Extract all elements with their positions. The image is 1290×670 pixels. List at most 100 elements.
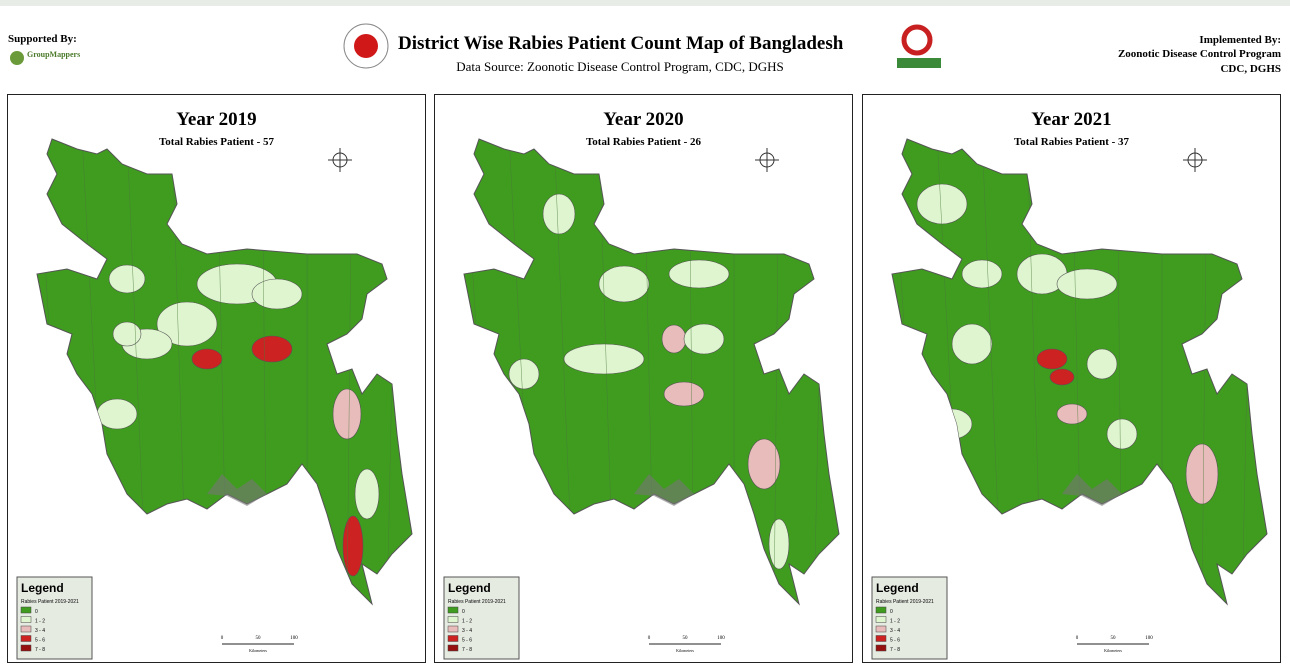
legend-subtitle: Rabies Patient 2019-2021 — [21, 599, 79, 605]
govt-logo-center — [354, 34, 378, 58]
legend-swatch — [20, 606, 32, 614]
top-strip — [0, 0, 1290, 6]
legend-title: Legend — [876, 581, 919, 595]
legend-label: 1 - 2 — [890, 619, 900, 625]
legend-swatch — [20, 635, 32, 642]
legend-swatch — [447, 644, 459, 652]
country-shape — [463, 138, 840, 606]
scale-unit: Kilometers — [249, 648, 267, 653]
panel-title: Year 2019 — [176, 109, 256, 130]
scale-tick: 50 — [1111, 636, 1117, 641]
legend: Legend Rabies Patient 2019-2021 0 1 - 2 3 - … — [871, 576, 948, 660]
district — [916, 183, 968, 225]
district — [663, 381, 705, 407]
legend-subtitle: Rabies Patient 2019-2021 — [876, 599, 934, 605]
district — [598, 265, 650, 303]
page-source: Data Source: Zoonotic Disease Control Pr… — [456, 59, 783, 74]
scale-tick: 50 — [683, 636, 689, 641]
legend-swatch — [447, 625, 459, 633]
district — [354, 468, 380, 520]
legend-swatch — [875, 644, 887, 652]
legend-swatch — [20, 616, 32, 623]
legend-label: 7 - 8 — [890, 647, 900, 653]
page-title: District Wise Rabies Patient Count Map o… — [398, 33, 844, 54]
district — [542, 193, 576, 235]
district — [156, 301, 218, 347]
district — [747, 438, 781, 490]
legend-swatch — [447, 635, 459, 642]
coast-delta — [1062, 474, 1122, 506]
legend-label: 1 - 2 — [35, 619, 45, 625]
legend-swatch — [875, 625, 887, 633]
scale-unit: Kilometers — [676, 648, 694, 653]
cdc-logo-bar — [897, 58, 941, 68]
district — [1056, 403, 1088, 425]
scale-tick: 100 — [717, 636, 725, 641]
district — [508, 358, 540, 390]
supported-by: Supported By: — [8, 33, 77, 45]
implemented-by: Implemented By: — [1199, 34, 1281, 46]
district — [1106, 418, 1138, 450]
legend-label: 5 - 6 — [462, 638, 472, 644]
district — [668, 259, 730, 289]
district — [961, 259, 1003, 289]
district — [1185, 443, 1219, 505]
legend-label: 7 - 8 — [35, 647, 45, 653]
district — [112, 321, 142, 347]
scale-bar: 0 50 100 Kilometers — [1076, 636, 1154, 653]
district — [768, 518, 790, 570]
legend-title: Legend — [21, 581, 64, 595]
legend-label: 3 - 4 — [35, 628, 45, 634]
scale-tick: 100 — [1145, 636, 1153, 641]
scale-tick: 0 — [221, 636, 224, 641]
scale-tick: 0 — [648, 636, 651, 641]
legend-swatch — [875, 635, 887, 642]
scale-unit: Kilometers — [1104, 648, 1122, 653]
district — [1049, 368, 1075, 386]
district — [661, 324, 687, 354]
country-shape — [891, 138, 1268, 606]
district — [683, 323, 725, 355]
legend-label: 5 - 6 — [35, 638, 45, 644]
panel-subtitle: Total Rabies Patient - 37 — [1014, 136, 1130, 148]
districts — [464, 139, 825, 604]
legend-label: 7 - 8 — [462, 647, 472, 653]
legend-label: 5 - 6 — [890, 638, 900, 644]
district — [1056, 268, 1118, 300]
district — [96, 398, 138, 430]
map-panel: Year 2021 Total Rabies Patient - 37 Legend… — [862, 94, 1281, 663]
sponsor-logo — [10, 51, 24, 65]
legend-label: 1 - 2 — [462, 619, 472, 625]
panel-subtitle: Total Rabies Patient - 57 — [159, 136, 275, 148]
district — [563, 343, 645, 375]
scale-tick: 0 — [1076, 636, 1079, 641]
district — [342, 515, 364, 577]
implementer: Zoonotic Disease Control Program — [1118, 48, 1281, 60]
legend-label: 3 - 4 — [890, 628, 900, 634]
cdc-logo — [901, 24, 933, 56]
scale-tick: 100 — [290, 636, 298, 641]
district — [251, 335, 293, 363]
district — [108, 264, 146, 294]
panel-title: Year 2020 — [603, 109, 683, 130]
district — [1086, 348, 1118, 380]
district — [1036, 348, 1068, 370]
country-shape — [36, 138, 413, 606]
legend-label: 0 — [462, 609, 465, 615]
panel-title: Year 2021 — [1031, 109, 1111, 130]
legend-swatch — [875, 616, 887, 623]
legend-title: Legend — [448, 581, 491, 595]
district — [332, 388, 362, 440]
legend-subtitle: Rabies Patient 2019-2021 — [448, 599, 506, 605]
panel-subtitle: Total Rabies Patient - 26 — [586, 136, 702, 148]
scale-tick: 50 — [256, 636, 262, 641]
legend-swatch — [20, 644, 32, 652]
legend-swatch — [875, 606, 887, 614]
district — [951, 323, 993, 365]
implementer-org: CDC, DGHS — [1220, 63, 1281, 75]
coast-delta — [634, 474, 694, 506]
map-panel: Year 2020 Total Rabies Patient - 26 Legend… — [434, 94, 853, 663]
coast-delta — [207, 474, 267, 506]
districts — [37, 139, 398, 604]
legend: Legend Rabies Patient 2019-2021 0 1 - 2 3 - … — [443, 576, 520, 660]
